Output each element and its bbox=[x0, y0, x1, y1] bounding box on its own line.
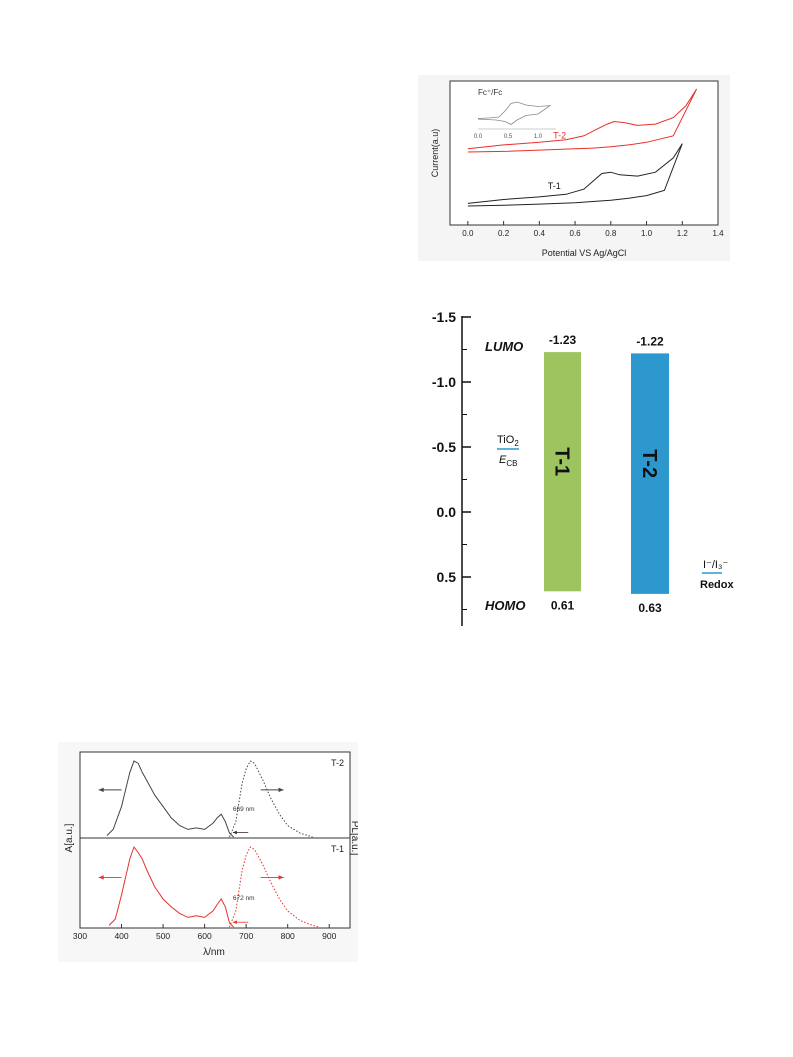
spectra-x-tick-label: 300 bbox=[73, 931, 87, 941]
spectra-series-layer: T-2 669 nm T-1 672 nm bbox=[98, 758, 344, 928]
cv-x-tick-label: 0.2 bbox=[498, 229, 510, 238]
redox-text: Redox bbox=[700, 579, 735, 591]
cv-x-tick-label: 1.4 bbox=[712, 229, 724, 238]
cv-x-tick-label: 0.8 bbox=[605, 229, 617, 238]
cv-x-tick-label: 0.4 bbox=[534, 229, 546, 238]
energy-axes: -1.5 -1.0 -0.5 0.0 0.5 bbox=[432, 309, 471, 626]
spectra-crossing-arrowhead-t-1 bbox=[232, 920, 237, 924]
spectra-panel-label-t-1: T-1 bbox=[331, 844, 344, 854]
spectra-axes: 300 400 500 600 700 800 900 bbox=[73, 751, 351, 941]
energy-bar-t-2 bbox=[631, 353, 669, 594]
spectra-abs-arrowhead-t-1 bbox=[98, 875, 104, 880]
spectra-pl-line-t-2 bbox=[229, 760, 313, 838]
spectra-abs-line-t-2 bbox=[106, 760, 235, 838]
cv-inset: 0.0 0.5 1.0 Fc⁺/Fc bbox=[474, 88, 556, 140]
spectra-plot-frame bbox=[79, 751, 351, 929]
energy-lumo-value-t-2: -1.22 bbox=[636, 334, 664, 348]
cv-inset-label: Fc⁺/Fc bbox=[478, 88, 502, 97]
cv-inset-tick-label: 0.0 bbox=[474, 134, 483, 140]
cv-inset-line bbox=[477, 101, 552, 125]
spectra-abs-line-t-1 bbox=[108, 845, 235, 928]
spectra-x-tick-label: 800 bbox=[281, 931, 295, 941]
energy-bars-layer: T-1 -1.23 0.61 T-2 -1.22 0.63 bbox=[544, 333, 669, 615]
homo-label: HOMO bbox=[485, 598, 525, 613]
spectra-x-axis-label: λ/nm bbox=[203, 947, 225, 958]
energy-y-tick-label: 0.0 bbox=[437, 504, 457, 520]
cv-figure: 0.0 0.2 0.4 0.6 0.8 1.0 1.2 1.4 T-2 T-1 0.0 0.5 1.… bbox=[418, 75, 730, 261]
cv-x-tick-label: 1.0 bbox=[641, 229, 653, 238]
cv-chart: 0.0 0.2 0.4 0.6 0.8 1.0 1.2 1.4 T-2 T-1 0.0 0.5 1.… bbox=[430, 80, 724, 258]
cv-inset-tick-label: 0.5 bbox=[504, 134, 513, 140]
tio2-ecb-label: TiO2 ECB bbox=[497, 434, 519, 468]
spectra-pl-arrowhead-t-2 bbox=[278, 787, 284, 793]
energy-bar-label-t-2: T-2 bbox=[638, 449, 660, 478]
cv-series-label-t-1: T-1 bbox=[548, 181, 561, 191]
cv-series-t-1-line bbox=[467, 143, 683, 207]
spectra-panel-label-t-2: T-2 bbox=[331, 758, 344, 768]
energy-bar-label-t-1: T-1 bbox=[551, 447, 573, 476]
spectra-x-tick-label: 500 bbox=[156, 931, 170, 941]
spectra-x-tick-label: 700 bbox=[239, 931, 253, 941]
spectra-y-left-label: A[a.u.] bbox=[64, 823, 75, 852]
cv-series-layer: T-2 T-1 bbox=[467, 88, 698, 207]
spectra-annotation-t-2: 669 nm bbox=[233, 806, 255, 813]
spectra-annotation-t-1: 672 nm bbox=[233, 895, 255, 902]
energy-y-tick-label: -0.5 bbox=[432, 439, 456, 455]
energy-y-tick-label: -1.5 bbox=[432, 309, 456, 325]
energy-bar-t-1 bbox=[544, 352, 581, 592]
redox-couple-text: I⁻/I₃⁻ bbox=[703, 559, 728, 571]
spectra-y-right-label: PL[a.u.] bbox=[349, 821, 358, 856]
lumo-label: LUMO bbox=[485, 339, 523, 354]
cv-axes: 0.0 0.2 0.4 0.6 0.8 1.0 1.2 1.4 bbox=[449, 80, 724, 238]
energy-homo-value-t-2: 0.63 bbox=[638, 601, 662, 615]
cv-plot-frame bbox=[449, 80, 719, 226]
spectra-pl-arrowhead-t-1 bbox=[278, 875, 284, 880]
spectra-x-tick-label: 400 bbox=[114, 931, 128, 941]
redox-label: I⁻/I₃⁻ Redox bbox=[700, 559, 735, 591]
spectra-chart: 300 400 500 600 700 800 900 T-2 669 nm T-1 672 nm… bbox=[64, 751, 360, 958]
spectra-figure: 300 400 500 600 700 800 900 T-2 669 nm T-1 672 nm… bbox=[58, 742, 360, 962]
spectra-crossing-arrowhead-t-2 bbox=[232, 830, 237, 835]
cv-x-tick-label: 0.6 bbox=[570, 229, 582, 238]
cv-x-tick-label: 0.0 bbox=[462, 229, 474, 238]
cv-y-axis-label: Current(a.u) bbox=[430, 129, 440, 178]
cv-x-tick-label: 1.2 bbox=[677, 229, 689, 238]
cv-series-t-2-line bbox=[467, 88, 698, 153]
energy-homo-value-t-1: 0.61 bbox=[551, 598, 575, 612]
cv-inset-tick-label: 1.0 bbox=[534, 134, 543, 140]
spectra-x-tick-label: 600 bbox=[198, 931, 212, 941]
energy-level-chart: -1.5 -1.0 -0.5 0.0 0.5 T-1 -1.23 0.61 T-2 -1.22 0… bbox=[432, 309, 735, 626]
ecb-text: ECB bbox=[499, 454, 517, 468]
energy-lumo-value-t-1: -1.23 bbox=[549, 333, 577, 347]
energy-level-figure: -1.5 -1.0 -0.5 0.0 0.5 T-1 -1.23 0.61 T-2 -1.22 0… bbox=[415, 300, 755, 630]
energy-y-tick-label: 0.5 bbox=[437, 569, 457, 585]
spectra-abs-arrowhead-t-2 bbox=[98, 787, 104, 793]
cv-x-axis-label: Potential VS Ag/AgCl bbox=[542, 248, 627, 258]
cv-series-label-t-2: T-2 bbox=[553, 130, 566, 140]
energy-y-tick-label: -1.0 bbox=[432, 374, 456, 390]
spectra-x-tick-label: 900 bbox=[322, 931, 336, 941]
tio2-text: TiO2 bbox=[497, 434, 519, 448]
